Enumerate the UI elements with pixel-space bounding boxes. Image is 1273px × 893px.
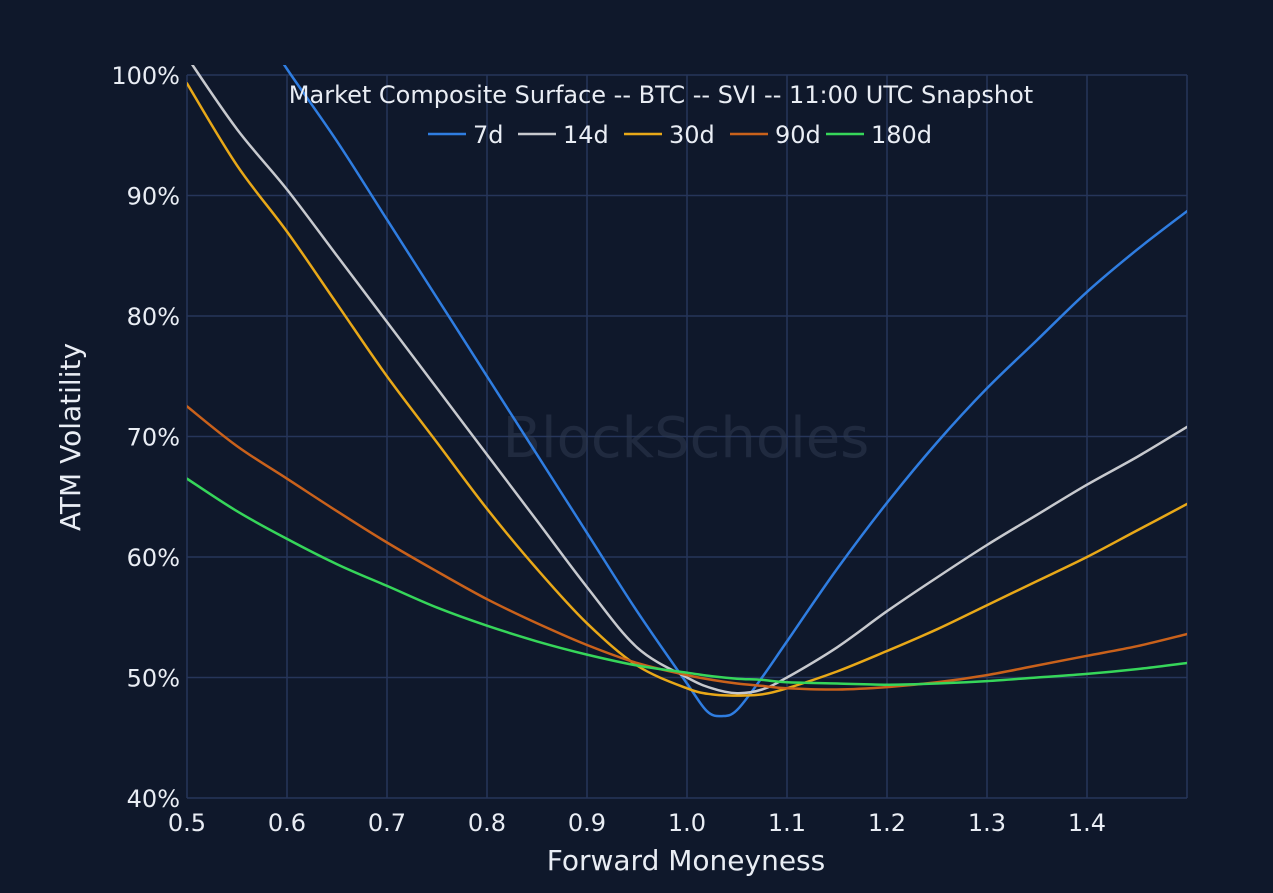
tick-layer: 0.5 0.6 0.7 0.8 0.9 1.0 1.1 1.2 1.3 1.4 40% 50% 60% 7… [111, 62, 1106, 837]
series-line-14d [190, 65, 1187, 695]
x-tick-label: 0.5 [168, 809, 206, 837]
legend-label-30d: 30d [669, 121, 715, 149]
series-layer [187, 65, 1187, 718]
legend-label-7d: 7d [473, 121, 504, 149]
y-axis-label: ATM Volatility [54, 343, 87, 531]
x-tick-label: 0.8 [468, 809, 506, 837]
legend-label-90d: 90d [775, 121, 821, 149]
y-tick-label: 80% [127, 303, 180, 331]
grid-layer [186, 74, 1188, 799]
legend: 7d 14d 30d 90d 180d [428, 121, 932, 149]
x-tick-label: 0.6 [268, 809, 306, 837]
series-line-90d [187, 405, 1187, 691]
y-tick-label: 100% [111, 62, 180, 90]
x-axis-label: Forward Moneyness [547, 844, 825, 877]
y-tick-label: 50% [127, 665, 180, 693]
chart-title: Market Composite Surface -- BTC -- SVI -… [289, 81, 1033, 109]
y-tick-label: 70% [127, 424, 180, 452]
x-tick-label: 1.3 [968, 809, 1006, 837]
series-line-7d [282, 65, 1187, 718]
y-tick-label: 90% [127, 183, 180, 211]
x-tick-label: 1.0 [668, 809, 706, 837]
y-tick-label: 60% [127, 544, 180, 572]
series-line-30d [187, 82, 1187, 697]
x-tick-label: 1.2 [868, 809, 906, 837]
y-tick-label: 40% [127, 785, 180, 813]
series-line-180d [187, 477, 1187, 686]
watermark-logo: BlockScholes [503, 406, 870, 471]
legend-label-180d: 180d [871, 121, 932, 149]
x-tick-label: 0.7 [368, 809, 406, 837]
x-tick-label: 0.9 [568, 809, 606, 837]
legend-label-14d: 14d [563, 121, 609, 149]
x-tick-label: 1.1 [768, 809, 806, 837]
x-tick-label: 1.4 [1068, 809, 1106, 837]
